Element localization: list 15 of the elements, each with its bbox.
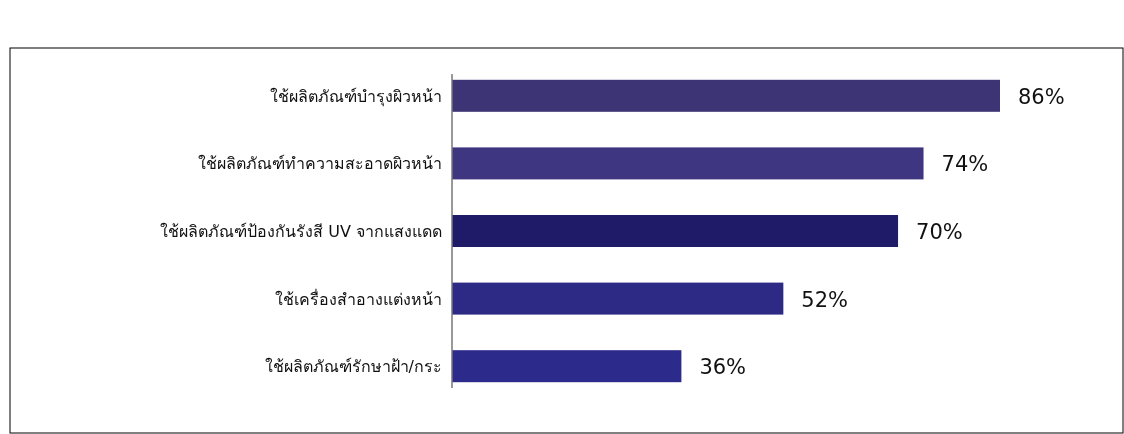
- y-tick-label: ใช้เครื่องสำอางแต่งหน้า: [275, 287, 442, 309]
- y-tick-label: ใช้ผลิตภัณฑ์ทำความสะอาดผิวหน้า: [198, 154, 442, 174]
- y-tick-label: ใช้ผลิตภัณฑ์ป้องกันรังสี UV จากแสงแดด: [160, 222, 442, 241]
- data-label: 74%: [941, 152, 989, 177]
- data-label: 70%: [916, 220, 963, 244]
- y-tick-label: ใช้ผลิตภัณฑ์รักษาฝ้า/กระ: [264, 357, 442, 377]
- bar: [452, 147, 924, 180]
- data-label: 86%: [1018, 84, 1065, 109]
- bar: [452, 215, 899, 247]
- y-tick-label: ใช้ผลิตภัณฑ์บำรุงผิวหน้า: [270, 86, 442, 107]
- data-label: 36%: [699, 355, 747, 380]
- bar: [452, 282, 784, 315]
- data-label: 52%: [801, 287, 849, 312]
- bar: [452, 79, 1000, 112]
- bar: [452, 350, 682, 383]
